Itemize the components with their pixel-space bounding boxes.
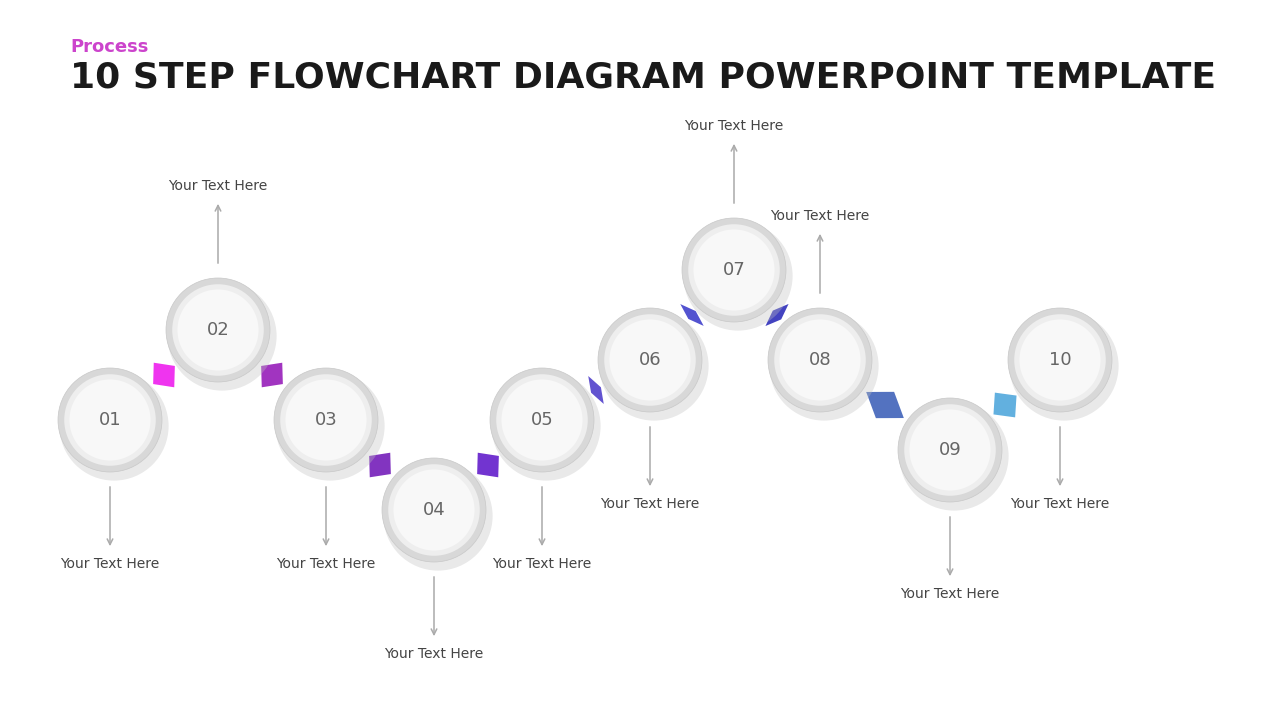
Circle shape [490,368,594,472]
Circle shape [280,374,371,466]
Text: Your Text Here: Your Text Here [1010,497,1110,511]
Text: Your Text Here: Your Text Here [169,179,268,193]
Text: 02: 02 [206,321,229,339]
Text: Your Text Here: Your Text Here [685,119,783,133]
Polygon shape [589,376,604,404]
Text: 03: 03 [315,411,338,429]
Circle shape [768,308,872,412]
Circle shape [598,308,701,412]
Circle shape [64,374,156,466]
Circle shape [285,379,366,461]
Polygon shape [477,453,499,477]
Text: 04: 04 [422,501,445,519]
Text: 06: 06 [639,351,662,369]
Circle shape [689,224,780,316]
Circle shape [384,462,493,570]
Polygon shape [765,304,788,326]
Circle shape [899,398,1002,502]
Circle shape [599,311,709,420]
Circle shape [780,320,860,400]
Text: Process: Process [70,38,148,56]
Text: 05: 05 [531,411,553,429]
Circle shape [168,282,276,390]
Circle shape [769,311,878,420]
Circle shape [904,404,996,496]
Circle shape [166,278,270,382]
Polygon shape [680,304,704,326]
Circle shape [774,314,865,406]
Circle shape [609,320,691,400]
Circle shape [604,314,696,406]
Polygon shape [369,453,390,477]
Circle shape [1019,320,1101,400]
Text: Your Text Here: Your Text Here [771,209,869,223]
Circle shape [1010,311,1119,420]
Polygon shape [261,363,283,387]
Text: Your Text Here: Your Text Here [276,557,375,571]
Circle shape [502,379,582,461]
Text: 09: 09 [938,441,961,459]
Circle shape [59,372,169,481]
Text: Your Text Here: Your Text Here [493,557,591,571]
Circle shape [900,401,1009,510]
Circle shape [682,218,786,322]
Circle shape [1009,308,1112,412]
Circle shape [1014,314,1106,406]
Text: 10: 10 [1048,351,1071,369]
Circle shape [694,230,774,310]
Circle shape [274,368,378,472]
Text: 10 STEP FLOWCHART DIAGRAM POWERPOINT TEMPLATE: 10 STEP FLOWCHART DIAGRAM POWERPOINT TEM… [70,60,1216,94]
Circle shape [275,372,384,481]
Text: 08: 08 [809,351,831,369]
Circle shape [381,458,486,562]
Text: Your Text Here: Your Text Here [384,647,484,661]
Circle shape [69,379,151,461]
Text: 01: 01 [99,411,122,429]
Text: Your Text Here: Your Text Here [900,587,1000,601]
Circle shape [684,222,792,330]
Circle shape [58,368,163,472]
Circle shape [497,374,588,466]
Text: Your Text Here: Your Text Here [60,557,160,571]
Circle shape [178,289,259,371]
Polygon shape [154,363,175,387]
Text: Your Text Here: Your Text Here [600,497,700,511]
Text: 07: 07 [723,261,745,279]
Circle shape [393,469,475,551]
Circle shape [173,284,264,376]
Polygon shape [993,392,1016,418]
Circle shape [492,372,600,481]
Circle shape [388,464,480,556]
Polygon shape [867,392,904,418]
Circle shape [910,410,991,490]
